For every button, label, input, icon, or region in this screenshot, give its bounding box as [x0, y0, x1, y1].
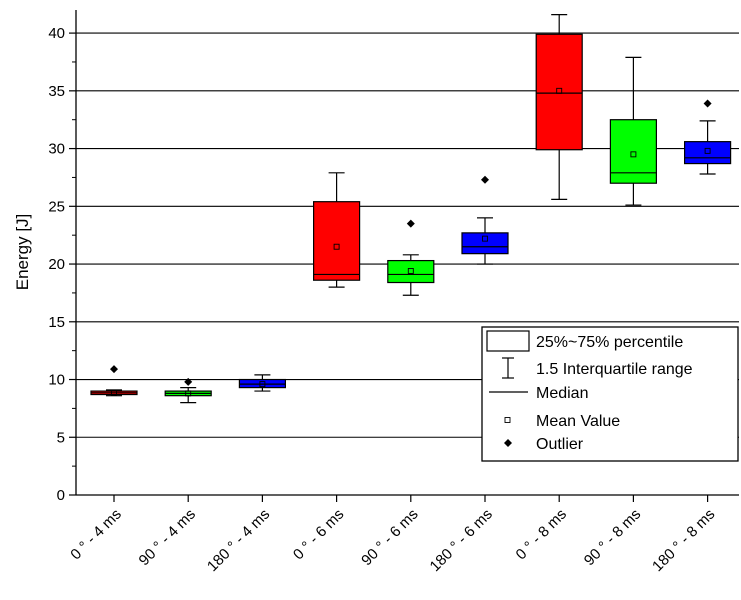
- y-tick-label: 5: [57, 429, 65, 446]
- mean-marker: [704, 147, 711, 154]
- x-tick-label: 0 ° - 8 ms: [513, 506, 571, 564]
- x-tick-label: 90 ° - 6 ms: [358, 506, 421, 569]
- box-3: [313, 172, 361, 288]
- box-5: [461, 175, 509, 265]
- outlier-marker: [110, 365, 118, 374]
- outlier-marker: [481, 175, 489, 184]
- y-tick-label: 35: [48, 83, 65, 100]
- mean-marker: [482, 235, 488, 242]
- box-2: [238, 374, 286, 392]
- y-axis-title: Energy [J]: [13, 214, 32, 291]
- x-tick-label: 180 ° - 8 ms: [649, 506, 718, 575]
- legend-label: Outlier: [536, 436, 584, 453]
- legend-outlier-symbol: [504, 439, 512, 447]
- box-rect: [683, 141, 732, 165]
- mean-marker: [333, 243, 340, 250]
- y-tick-label: 30: [48, 141, 65, 158]
- outlier-marker: [406, 219, 415, 228]
- mean-marker: [259, 381, 266, 388]
- mean-marker: [630, 151, 637, 158]
- x-tick-label: 90 ° - 4 ms: [136, 506, 199, 569]
- box-8: [683, 99, 732, 175]
- y-tick-label: 10: [48, 372, 65, 389]
- y-tick-label: 40: [48, 25, 65, 42]
- x-ticks: 0 ° - 4 ms 90 ° - 4 ms 180 ° - 4 ms 0 ° - 6…: [67, 495, 718, 575]
- box-rect: [313, 201, 361, 281]
- mean-marker: [556, 87, 563, 94]
- legend-mean-symbol: [504, 417, 511, 423]
- y-ticks: 0 5 10 15 20 25 30 35 40: [48, 25, 76, 504]
- x-tick-label: 180 ° - 4 ms: [204, 506, 273, 575]
- legend-label: 1.5 Interquartile range: [536, 361, 693, 378]
- y-tick-label: 25: [48, 198, 65, 215]
- x-tick-label: 0 ° - 4 ms: [67, 506, 125, 564]
- legend-box-symbol: [486, 330, 530, 352]
- outlier-marker: [703, 99, 712, 108]
- x-tick-label: 0 ° - 6 ms: [290, 506, 348, 564]
- box-rect: [535, 33, 583, 151]
- mean-marker: [111, 389, 117, 396]
- legend-label: 25%~75% percentile: [536, 334, 683, 351]
- box-1: [164, 377, 212, 404]
- legend: 25%~75% percentile 1.5 Interquartile rang…: [481, 326, 739, 462]
- legend-label: Mean Value: [536, 413, 620, 430]
- mean-marker: [185, 390, 192, 397]
- y-tick-label: 0: [57, 487, 65, 504]
- x-tick-label: 180 ° - 6 ms: [427, 506, 496, 575]
- mean-marker: [407, 268, 414, 274]
- box-0: [90, 365, 138, 397]
- box-7: [609, 56, 658, 206]
- outlier-marker: [184, 377, 193, 386]
- x-tick-label: 90 ° - 8 ms: [581, 506, 644, 569]
- box-rect: [461, 232, 509, 255]
- legend-label: Median: [536, 385, 588, 402]
- grid-lines: [76, 32, 739, 438]
- box-6: [535, 14, 583, 200]
- box-series: [90, 14, 732, 404]
- y-tick-label: 15: [48, 314, 65, 331]
- box-4: [387, 219, 435, 296]
- y-tick-label: 20: [48, 256, 65, 273]
- box-rect: [387, 259, 435, 284]
